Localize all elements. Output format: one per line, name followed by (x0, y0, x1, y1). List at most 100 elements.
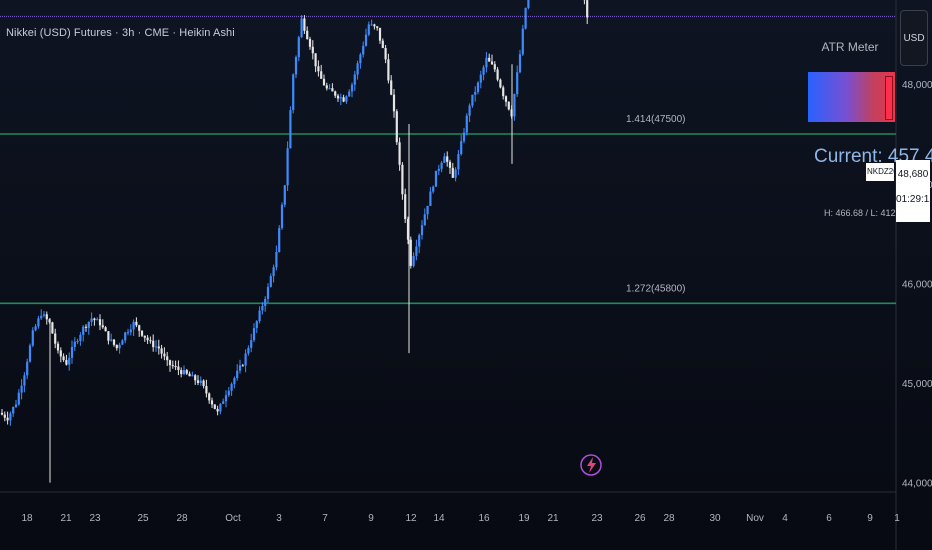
candle-body (300, 18, 303, 38)
candle-body (395, 111, 398, 143)
candle-body (73, 341, 76, 348)
candle-body (17, 392, 20, 405)
candle-body (250, 340, 253, 348)
candle-body (104, 327, 107, 332)
candle-body (70, 347, 74, 358)
candle-body (306, 30, 309, 40)
candle-body (98, 319, 102, 326)
candle-body (174, 366, 177, 368)
candle-body (322, 78, 326, 86)
currency-button[interactable]: USD (900, 10, 928, 66)
x-tick-label: 7 (322, 513, 328, 524)
candle-body (146, 337, 149, 341)
candle-body (3, 414, 6, 418)
x-tick-label: 3 (276, 513, 282, 524)
candle-body (465, 115, 468, 133)
candle-body (314, 53, 317, 67)
candle-body (513, 94, 516, 117)
candle-body (166, 356, 169, 361)
candle-body (26, 361, 29, 376)
candle-body (527, 0, 530, 8)
candle-body (289, 110, 292, 149)
candle-body (384, 47, 387, 60)
bar-countdown: 01:29:12 (896, 194, 932, 205)
candle-body (415, 246, 418, 256)
candle-body (191, 375, 194, 377)
x-tick-label: 23 (89, 513, 101, 524)
x-tick-label: 21 (547, 513, 559, 524)
candle-body (31, 330, 34, 346)
candle-body (247, 347, 250, 354)
last-price: 48,680 (897, 169, 929, 180)
candle-body (471, 94, 474, 106)
chart-title: Nikkei (USD) Futures · 3h · CME · Heikin… (6, 27, 235, 39)
candle-body (107, 331, 110, 341)
candle-body (261, 305, 264, 311)
candle-body (160, 348, 163, 354)
candle-body (87, 321, 90, 328)
candle-body (171, 365, 174, 367)
symbol-price-tag: NKDZ2025 (866, 163, 907, 181)
candle-body (9, 413, 12, 421)
x-tick-label: 12 (405, 513, 417, 524)
atr-meter-title: ATR Meter (821, 40, 879, 54)
candle-body (325, 85, 328, 89)
candle-body (420, 225, 424, 236)
candle-body (40, 315, 43, 319)
candle-body (185, 370, 188, 374)
candle-body (213, 404, 216, 409)
candle-body (269, 276, 272, 287)
candle-body (110, 339, 113, 341)
candle-body (398, 142, 401, 165)
candle-body (518, 54, 522, 73)
x-tick-label: Oct (225, 513, 241, 524)
y-tick-label: 46,000 (902, 279, 932, 290)
candle-body (233, 378, 236, 384)
currency-label: USD (903, 32, 925, 44)
candle-body (474, 91, 477, 95)
candle-body (264, 298, 267, 306)
candle-body (297, 37, 300, 58)
candle-body (412, 255, 415, 266)
candle-body (334, 91, 337, 96)
candle-body (20, 385, 23, 393)
candle-body (409, 239, 412, 266)
candle-body (362, 45, 365, 55)
candle-body (294, 57, 298, 75)
candle-body (112, 339, 116, 345)
x-tick-label: 25 (137, 513, 149, 524)
candle-body (404, 194, 407, 219)
lightning-icon[interactable] (580, 454, 602, 476)
candle-body (373, 24, 376, 27)
candle-body (336, 95, 340, 99)
candle-body (521, 28, 524, 55)
x-tick-label: 14 (433, 513, 445, 524)
candle-body (210, 400, 214, 405)
x-tick-label: Nov (746, 513, 764, 524)
x-tick-label: 1 (894, 513, 900, 524)
candle-body (252, 328, 256, 341)
candle-body (460, 141, 463, 155)
candle-body (317, 66, 320, 72)
fib-level-label: 1.272(45800) (626, 283, 686, 294)
candle-body (163, 353, 166, 357)
candle-body (68, 357, 71, 365)
candle-body (339, 97, 342, 99)
candle-body (364, 34, 368, 46)
candle-body (451, 167, 454, 178)
candle-body (370, 24, 373, 26)
candle-body (93, 318, 96, 321)
candle-body (0, 412, 4, 415)
x-tick-label: 23 (591, 513, 603, 524)
candle-body (180, 370, 183, 375)
candle-body (51, 322, 54, 334)
candle-body (96, 319, 99, 321)
candle-body (34, 326, 37, 331)
candle-body (504, 96, 508, 102)
candle-body (272, 267, 275, 277)
candle-body (350, 84, 354, 92)
x-tick-label: 26 (634, 513, 646, 524)
candle-body (311, 46, 314, 54)
x-tick-label: 9 (368, 513, 374, 524)
